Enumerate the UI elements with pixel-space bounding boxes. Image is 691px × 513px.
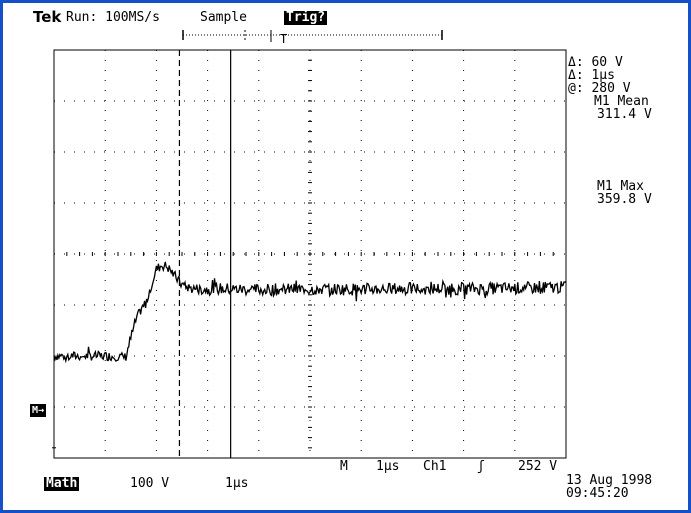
delta-voltage-readout: Δ: 60 V: [568, 55, 623, 70]
delta-time-readout: Δ: 1μs: [568, 68, 615, 83]
channel-horizontal-scale: 1μs: [225, 476, 249, 491]
timebase-value: 1μs: [376, 459, 400, 474]
trigger-source: Ch1: [423, 459, 447, 474]
trigger-position-marker: T: [280, 32, 287, 46]
run-status: Run: 100MS/s: [66, 10, 160, 25]
m1-mean-value: 311.4 V: [597, 107, 652, 122]
channel-math-label: Math: [44, 476, 80, 491]
m1-mean-label: M1 Mean: [594, 94, 649, 109]
timebase-label: M: [340, 459, 348, 474]
time-label: 09:45:20: [566, 486, 629, 501]
math-waveform-trace: [53, 261, 567, 364]
acquisition-mode: Sample: [200, 10, 247, 25]
date-label: 13 Aug 1998: [566, 473, 653, 488]
brand-logo: Tek: [33, 8, 62, 26]
m1-max-label: M1 Max: [597, 179, 644, 194]
m1-max-value: 359.8 V: [597, 192, 652, 207]
math-ground-marker: M→: [30, 404, 47, 417]
trigger-status-badge: Trig?: [284, 10, 328, 25]
trigger-slope-icon: ʃ: [477, 459, 485, 474]
cursor-level-readout: @: 280 V: [568, 81, 631, 96]
channel-vertical-scale: 100 V: [130, 476, 170, 491]
trigger-level: 252 V: [518, 459, 558, 474]
